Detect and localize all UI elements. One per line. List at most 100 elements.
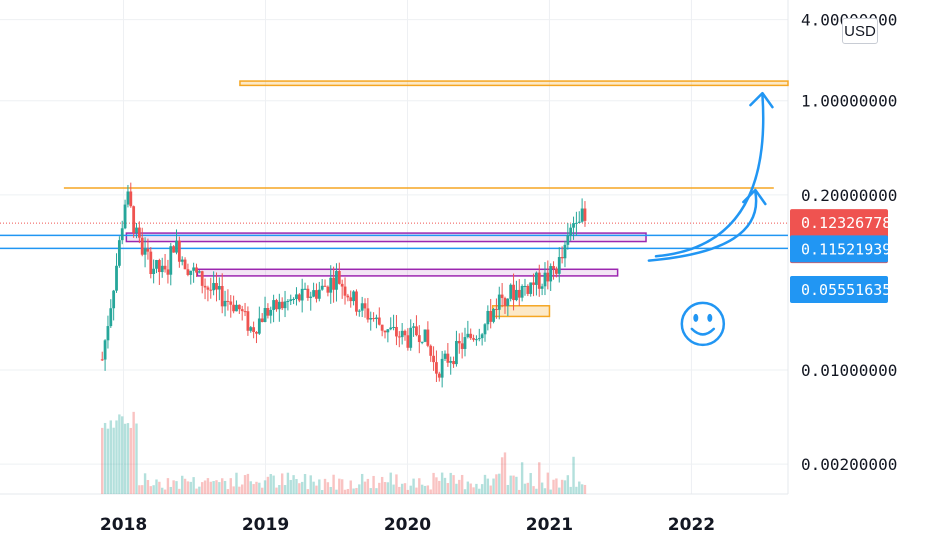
volume-bar — [492, 478, 495, 494]
candle-body — [303, 288, 307, 290]
candle-body — [320, 285, 324, 290]
candle-body — [472, 338, 475, 340]
candle-body — [437, 373, 441, 378]
volume-bar — [435, 477, 438, 494]
candle-body — [369, 318, 373, 320]
candle-body — [475, 339, 478, 341]
candle-body — [446, 353, 450, 363]
candle-body — [449, 361, 453, 363]
price-tick-label: 0.20000000 — [801, 186, 897, 205]
candle-body — [546, 272, 550, 282]
candle-body — [286, 300, 290, 302]
candle-body — [477, 338, 481, 340]
candle-body — [326, 286, 330, 293]
volume-bar — [223, 480, 227, 494]
candle-body — [229, 301, 233, 305]
volume-bar — [455, 483, 458, 494]
candle-body — [346, 295, 350, 298]
candle-body — [540, 286, 544, 289]
volume-bar — [560, 479, 564, 494]
candle-body — [486, 310, 490, 325]
candle-body — [340, 283, 344, 287]
volume-bar — [546, 472, 550, 494]
volume-bar — [443, 477, 447, 494]
candle-body — [269, 309, 273, 316]
candle-body — [172, 246, 176, 253]
candle-body — [517, 289, 521, 298]
volume-bar — [269, 474, 272, 494]
volume-bar — [366, 478, 370, 494]
time-axis[interactable]: 2018 2019 2020 2021 2022 — [100, 515, 715, 535]
volume-bar — [509, 475, 512, 494]
candle-body — [343, 286, 347, 296]
volume-bar — [386, 482, 390, 494]
candle-body — [109, 308, 113, 327]
candle-body — [132, 206, 136, 233]
volume-bar — [563, 480, 567, 494]
candle-body — [335, 271, 338, 290]
volume-bar — [121, 416, 124, 494]
curved-arrow — [654, 93, 765, 258]
volume-bar — [161, 487, 164, 494]
volume-bar — [480, 484, 484, 494]
volume-bar — [283, 485, 287, 494]
candle-body — [417, 335, 421, 343]
candle-body — [209, 289, 213, 291]
candle-body — [137, 227, 141, 238]
zone-support — [125, 232, 647, 243]
candle-body — [217, 285, 221, 290]
volume-bar — [489, 485, 492, 494]
volume-bar — [440, 472, 444, 494]
volume-bar — [383, 482, 387, 494]
candle-body — [389, 327, 393, 330]
candle-body — [292, 298, 296, 300]
volume-bar — [583, 484, 587, 494]
candle-body — [557, 257, 561, 274]
volume-bar — [158, 481, 161, 494]
volume-bar — [355, 487, 358, 494]
volume-bar — [552, 479, 555, 494]
candle-body — [386, 329, 390, 333]
volume-bar — [183, 478, 187, 494]
volume-bar — [400, 483, 404, 494]
volume-bar — [315, 485, 318, 494]
candle-body — [155, 260, 158, 269]
volume-bar — [212, 481, 215, 494]
volume-bar — [389, 472, 392, 494]
candle-body — [103, 340, 107, 360]
time-tick-label: 2019 — [242, 515, 289, 535]
arrow-head-icon — [749, 91, 774, 109]
volume-bar — [566, 475, 570, 494]
volume-bar — [412, 478, 415, 494]
candle-body — [495, 309, 498, 311]
volume-bar — [218, 482, 221, 494]
candle-body — [126, 191, 130, 205]
volume-bar — [226, 489, 230, 494]
candle-body — [120, 228, 124, 241]
volume-bar — [358, 484, 361, 494]
volume-bar — [320, 489, 324, 494]
volume-bar — [572, 456, 575, 494]
volume-bar — [403, 483, 407, 494]
volume-bar — [195, 488, 198, 494]
volume-bar — [475, 483, 478, 494]
volume-bar — [420, 484, 424, 494]
volume-bar — [252, 484, 255, 494]
volume-bar — [303, 474, 307, 494]
smiley-face — [680, 301, 726, 347]
candle-body — [275, 300, 278, 310]
volume-bar — [141, 485, 144, 494]
price-tick-label: 0.01000000 — [801, 361, 897, 380]
price-axis[interactable]: 4.000000001.000000000.200000000.01000000… — [801, 11, 897, 474]
candle-body — [180, 259, 184, 262]
candle-body — [375, 317, 378, 320]
currency-unit-badge[interactable]: USD — [842, 18, 878, 44]
volume-bar — [512, 475, 515, 494]
candle-body — [277, 301, 281, 310]
volume-bar — [260, 487, 264, 494]
volume-bar — [229, 478, 232, 494]
volume-bar — [215, 480, 218, 494]
volume-bar — [532, 486, 535, 494]
candle-body — [100, 359, 104, 361]
